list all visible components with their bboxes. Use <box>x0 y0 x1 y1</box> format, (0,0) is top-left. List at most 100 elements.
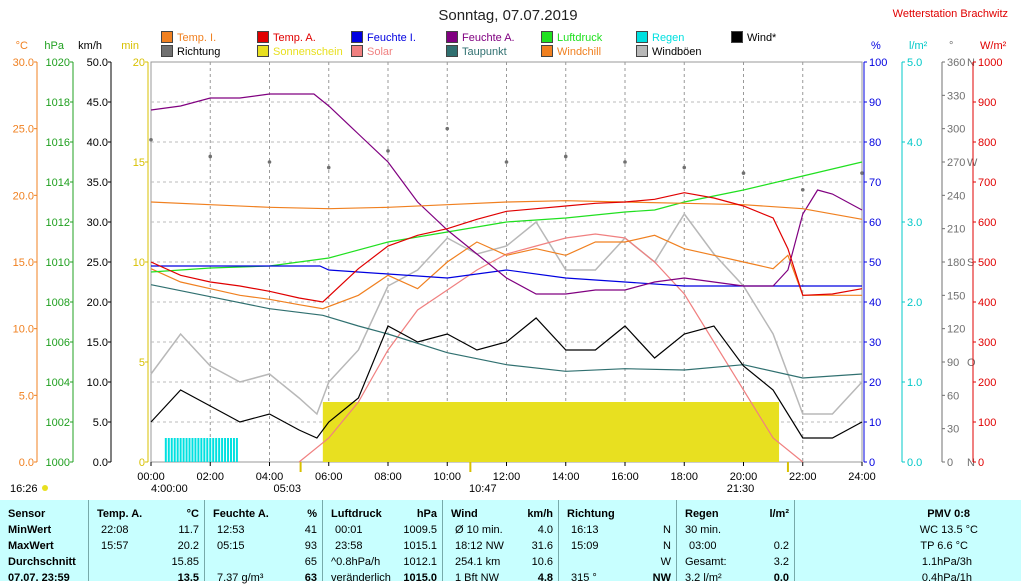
axis-tick-label-humidity_pct: 90 <box>869 97 881 109</box>
legend-swatch <box>161 31 173 43</box>
druck-current-value: 1015.0 <box>403 572 437 584</box>
x-tick-label: 00:00 <box>137 471 165 483</box>
axis-tick-label-rain_lm2: 0.0 <box>907 457 922 469</box>
marker-sunrise: 05:03 <box>274 483 302 495</box>
druck-avg-value: 1012.1 <box>403 556 437 568</box>
direction-point <box>860 171 864 175</box>
axis-tick-label-wind_kmh: 40.0 <box>87 137 108 149</box>
legend-label: Richtung <box>177 46 221 58</box>
regen-header: Regen <box>685 508 719 520</box>
legend-swatch <box>257 31 269 43</box>
axis-tick-label-humidity_pct: 50 <box>869 257 881 269</box>
series-line-luftdruck <box>150 161 863 273</box>
series-line-tempa <box>150 192 863 303</box>
axis-tick-label-humidity_pct: 80 <box>869 137 881 149</box>
richtung-min-value: N <box>663 524 671 536</box>
axis-tick-label-direction_deg: 150 <box>947 290 965 302</box>
axis-tick-label-temp_c: 0.0 <box>19 457 34 469</box>
richtung-header: Richtung <box>567 508 615 520</box>
temp-min-time: 22:08 <box>101 524 129 536</box>
regen-column: Regen l/m² 30 min. 03:00 0.2 Gesamt: 3.2… <box>676 500 795 584</box>
direction-point <box>445 126 450 131</box>
axis-tick-label-temp_c: 20.0 <box>13 190 34 202</box>
axis-tick-label-solar_wm2: 200 <box>978 377 996 389</box>
weather-chart: Sonntag, 07.07.2019 Wetterstation Brachw… <box>10 7 1008 495</box>
marker-noon: 10:47 <box>469 483 497 495</box>
axis-tick-label-sun_min: 0 <box>139 457 145 469</box>
axis-tick-label-temp_c: 25.0 <box>13 124 34 136</box>
axis-tick-label-pressure_hpa: 1004 <box>46 377 70 389</box>
legend-label: Feuchte A. <box>462 32 515 44</box>
wind-max-value: 31.6 <box>531 540 553 552</box>
axis-tick-label-direction_deg: 120 <box>947 324 965 336</box>
axis-tick-label-pressure_hpa: 1014 <box>46 177 70 189</box>
axis-tick-label-wind_kmh: 15.0 <box>87 337 108 349</box>
axis-tick-label-direction_deg: 330 <box>947 90 965 102</box>
axis-tick-label-pressure_hpa: 1006 <box>46 337 70 349</box>
axis-tick-label-wind_kmh: 35.0 <box>87 177 108 189</box>
regen-max-value: 0.2 <box>773 540 789 552</box>
axis-tick-label-wind_kmh: 10.0 <box>87 377 108 389</box>
legend-item: Taupunkt <box>446 45 507 58</box>
stats-table: Sensor MinWert MaxWert Durchschnitt 07.0… <box>0 500 1021 584</box>
compass-label: O <box>967 357 976 369</box>
x-tick-label: 20:00 <box>730 471 758 483</box>
sun-marker-dot <box>42 485 48 491</box>
druck-min-value: 1009.5 <box>403 524 437 536</box>
x-tick-label: 06:00 <box>315 471 343 483</box>
axis-tick-label-pressure_hpa: 1020 <box>46 57 70 69</box>
x-tick-label: 02:00 <box>196 471 224 483</box>
feuchte-column: Feuchte A. % 12:53 41 05:15 93 65 7.37 g… <box>204 500 323 584</box>
temp-min-value: 11.7 <box>178 524 199 536</box>
wind-avg-10min: 4.0 <box>537 524 553 536</box>
axis-tick-label-direction_deg: 60 <box>947 390 959 402</box>
compass-label: N <box>967 57 975 69</box>
temp-max-time: 15:57 <box>101 540 129 552</box>
direction-point <box>800 187 805 192</box>
pmv-taupunkt: TP 6.6 °C <box>920 540 968 552</box>
axis-tick-label-humidity_pct: 100 <box>869 57 887 69</box>
regen-unit: l/m² <box>769 508 789 520</box>
pmv-trend-3h: 1.1hPa/3h <box>921 556 972 568</box>
series-line-taupunkt <box>150 284 863 379</box>
legend-label: Windböen <box>652 46 702 58</box>
legend-label: Temp. I. <box>177 32 217 44</box>
axis-tick-label-pressure_hpa: 1010 <box>46 257 70 269</box>
axis-tick-label-direction_deg: 30 <box>947 424 959 436</box>
legend-swatch <box>161 45 173 57</box>
legend-label: Luftdruck <box>557 32 603 44</box>
axis-tick-label-sun_min: 15 <box>133 157 145 169</box>
legend-label: Solar <box>367 46 393 58</box>
wind-beaufort: 1 Bft NW <box>455 572 500 584</box>
axis-tick-label-direction_deg: 270 <box>947 157 965 169</box>
legend-label: Taupunkt <box>462 46 507 58</box>
feuchte-header: Feuchte A. <box>213 508 269 520</box>
x-tick-label: 10:00 <box>433 471 461 483</box>
legend-label: Sonnenschein <box>273 46 343 58</box>
x-tick-label: 14:00 <box>552 471 580 483</box>
axis-tick-label-solar_wm2: 400 <box>978 297 996 309</box>
chart-title: Sonntag, 07.07.2019 <box>438 7 577 24</box>
legend-item: Wind* <box>731 31 776 44</box>
legend-swatch <box>257 45 269 57</box>
axis-tick-label-solar_wm2: 100 <box>978 417 996 429</box>
direction-point <box>386 149 390 153</box>
axis-tick-label-temp_c: 5.0 <box>19 390 34 402</box>
axis-tick-label-humidity_pct: 0 <box>869 457 875 469</box>
wind-max-time: 18:12 NW <box>455 540 504 552</box>
axis-tick-label-wind_kmh: 20.0 <box>87 297 108 309</box>
axis-unit-sun_min: min <box>121 40 139 52</box>
series-line-feuchtea <box>150 93 863 295</box>
regen-total-label: Gesamt: <box>685 556 727 568</box>
series-line-wind <box>150 317 863 439</box>
legend-item: Sonnenschein <box>257 45 343 58</box>
regen-max-time: 03:00 <box>689 540 717 552</box>
axis-tick-label-direction_deg: 0 <box>947 457 953 469</box>
axis-tick-label-direction_deg: 180 <box>947 257 965 269</box>
legend-swatch <box>351 45 363 57</box>
axis-tick-label-rain_lm2: 4.0 <box>907 137 922 149</box>
druck-min-time: 00:01 <box>335 524 363 536</box>
row-label-min: MinWert <box>8 524 52 536</box>
legend-label: Temp. A. <box>273 32 316 44</box>
compass-label: N <box>967 457 975 469</box>
